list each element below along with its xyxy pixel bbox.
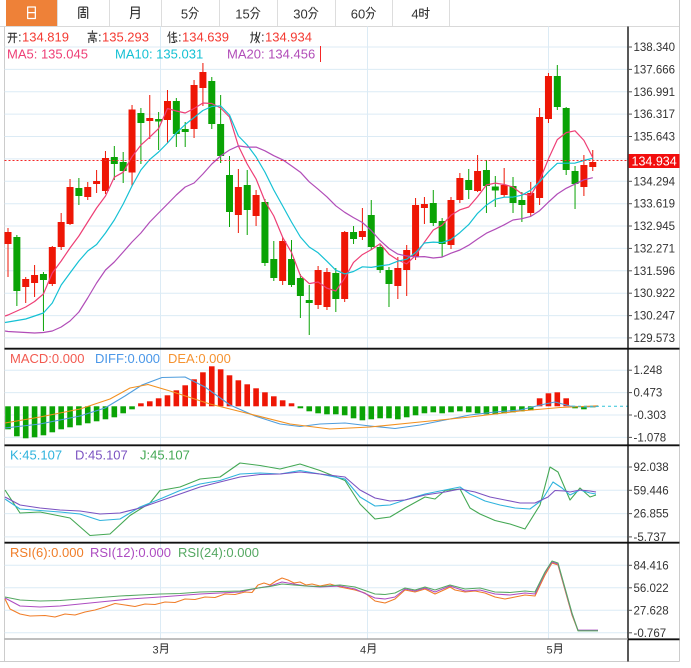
svg-text:DIFF:0.000: DIFF:0.000 [95, 351, 160, 366]
svg-text:1.248: 1.248 [634, 365, 663, 377]
svg-text::: : [98, 30, 102, 45]
svg-text:-5.737: -5.737 [634, 532, 667, 544]
svg-text:5: 5 [181, 7, 188, 22]
svg-text:130.247: 130.247 [634, 311, 676, 323]
svg-text:5: 5 [547, 645, 553, 657]
svg-text:-1.078: -1.078 [634, 432, 667, 444]
svg-text:131.596: 131.596 [634, 266, 676, 278]
svg-text:0.473: 0.473 [634, 388, 663, 400]
svg-text:27.628: 27.628 [634, 605, 669, 617]
svg-text:135.643: 135.643 [634, 132, 676, 144]
svg-text:134.639: 134.639 [182, 30, 229, 45]
svg-text:138.340: 138.340 [634, 42, 676, 54]
svg-text:136.991: 136.991 [634, 87, 676, 99]
svg-text:30: 30 [293, 7, 307, 22]
svg-text:MA20: 134.456: MA20: 134.456 [227, 47, 315, 62]
svg-text:MA5: 135.045: MA5: 135.045 [7, 47, 88, 62]
svg-text:4: 4 [411, 7, 418, 22]
svg-text:133.619: 133.619 [634, 199, 676, 211]
svg-text:D:45.107: D:45.107 [75, 447, 128, 462]
svg-text::: : [178, 30, 182, 45]
svg-text:134.934: 134.934 [632, 155, 677, 169]
svg-text:60: 60 [351, 7, 365, 22]
svg-text:15: 15 [235, 7, 249, 22]
svg-text:136.317: 136.317 [634, 109, 676, 121]
svg-text:56.022: 56.022 [634, 583, 669, 595]
svg-text:J:45.107: J:45.107 [140, 447, 190, 462]
svg-text:RSI(12):0.000: RSI(12):0.000 [90, 545, 171, 560]
svg-text::: : [261, 30, 265, 45]
svg-text:K:45.107: K:45.107 [10, 447, 62, 462]
svg-text:RSI(24):0.000: RSI(24):0.000 [178, 545, 259, 560]
svg-text:92.038: 92.038 [634, 462, 669, 474]
svg-text:137.666: 137.666 [634, 64, 676, 76]
svg-text:84.416: 84.416 [634, 560, 669, 572]
svg-text::: : [18, 30, 22, 45]
svg-text:DEA:0.000: DEA:0.000 [168, 351, 231, 366]
svg-text:59.446: 59.446 [634, 485, 669, 497]
svg-text:130.922: 130.922 [634, 288, 676, 300]
svg-text:-0.767: -0.767 [634, 628, 667, 640]
svg-text:26.855: 26.855 [634, 509, 669, 521]
svg-text:135.293: 135.293 [102, 30, 149, 45]
svg-text:3: 3 [153, 645, 159, 657]
svg-text:-0.303: -0.303 [634, 410, 667, 422]
svg-text:132.271: 132.271 [634, 243, 676, 255]
svg-text:MA10: 135.031: MA10: 135.031 [115, 47, 203, 62]
svg-text:134.819: 134.819 [22, 30, 69, 45]
svg-text:RSI(6):0.000: RSI(6):0.000 [10, 545, 84, 560]
svg-text:132.945: 132.945 [634, 221, 676, 233]
svg-text:134.294: 134.294 [634, 176, 676, 188]
svg-text:134.934: 134.934 [265, 30, 312, 45]
svg-text:4: 4 [360, 645, 366, 657]
svg-text:129.573: 129.573 [634, 333, 676, 345]
svg-text:MACD:0.000: MACD:0.000 [10, 351, 84, 366]
